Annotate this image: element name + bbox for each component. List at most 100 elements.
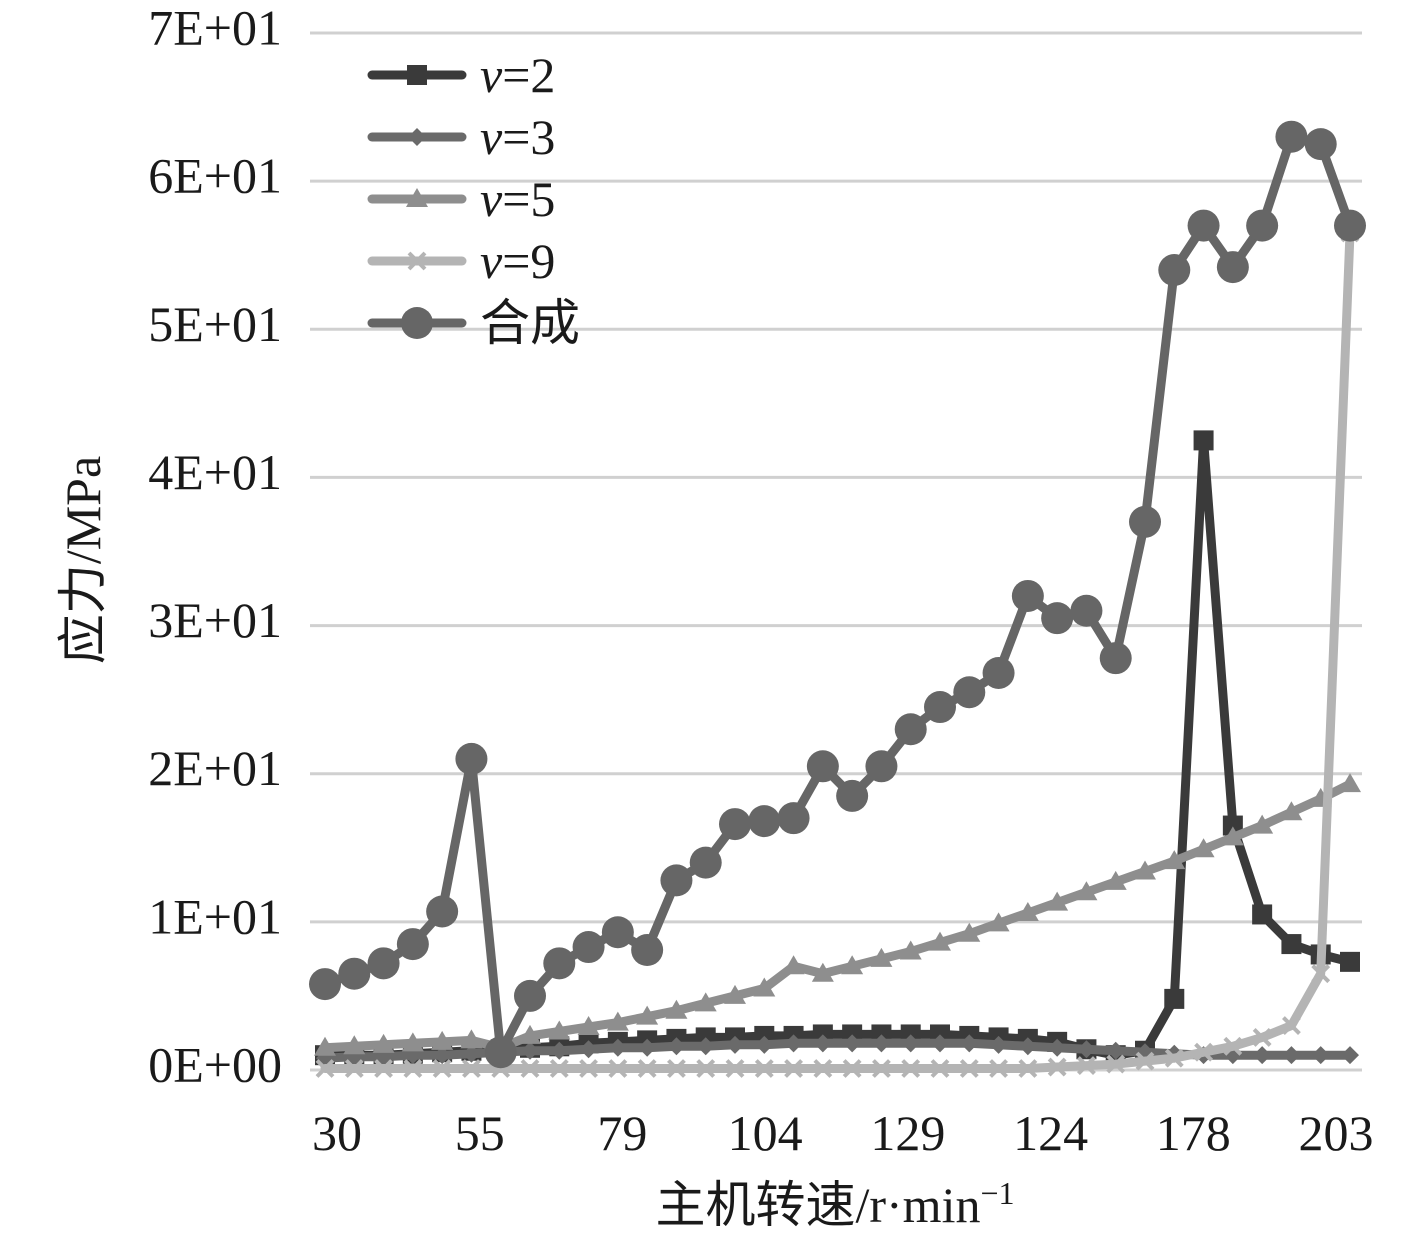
data-point-x: [754, 1059, 774, 1078]
x-axis-title: 主机转速/r·min−1: [655, 1175, 1014, 1233]
data-point-circle: [1129, 505, 1161, 538]
data-point-x: [549, 1059, 569, 1078]
y-tick-label: 2E+01: [148, 740, 282, 796]
y-tick-label: 4E+01: [148, 444, 282, 500]
legend-label: v=9: [480, 233, 555, 289]
data-point-circle: [1334, 209, 1366, 242]
data-point-diamond: [1106, 1041, 1125, 1060]
data-point-triangle: [724, 984, 746, 1004]
data-point-circle: [1011, 579, 1044, 612]
data-point-triangle: [606, 1011, 629, 1031]
x-tick-label: 79: [597, 1105, 647, 1161]
data-point-x: [344, 1059, 364, 1078]
data-point-diamond: [960, 1034, 979, 1053]
y-axis-ticks: 0E+00 1E+01 2E+01 3E+01 4E+01 5E+01 6E+01 7E+01: [148, 0, 282, 1092]
x-tick-label: 129: [870, 1105, 945, 1161]
data-point-triangle: [1046, 891, 1069, 911]
data-point-diamond: [1253, 1046, 1272, 1065]
data-point-circle: [894, 713, 927, 746]
data-point-x: [608, 1059, 628, 1078]
data-point-x: [842, 1059, 862, 1078]
data-point-circle: [689, 846, 722, 879]
y-tick-label: 0E+00: [148, 1036, 282, 1092]
data-point-triangle: [841, 955, 864, 975]
series-4: [315, 223, 1360, 1078]
legend-item: 合成: [367, 295, 580, 351]
data-point-x: [1252, 1027, 1272, 1047]
data-point-square: [1252, 904, 1273, 925]
data-point-triangle: [1075, 881, 1098, 901]
data-point-x: [901, 1059, 921, 1078]
data-point-circle: [806, 750, 839, 783]
data-point-circle: [1099, 642, 1132, 675]
data-point-circle: [660, 864, 693, 897]
x-axis-ticks: 30 55 79 104 129 124 178 203: [312, 1105, 1374, 1161]
data-point-x: [959, 1059, 979, 1078]
data-point-x: [784, 1059, 803, 1078]
data-point-circle: [367, 947, 400, 980]
data-point-circle: [1216, 251, 1249, 284]
legend-label: v=5: [480, 171, 555, 227]
data-point-triangle: [1016, 901, 1039, 921]
data-point-x: [930, 1059, 950, 1078]
data-point-x: [403, 1059, 423, 1078]
data-point-triangle: [665, 999, 688, 1019]
data-point-circle: [1246, 209, 1279, 242]
data-point-diamond: [462, 1044, 481, 1063]
data-point-triangle: [314, 1036, 336, 1056]
data-point-x: [696, 1059, 716, 1078]
data-point-circle: [1187, 209, 1220, 242]
data-point-triangle: [782, 955, 805, 975]
data-point-x: [407, 251, 427, 271]
data-point-x: [637, 1059, 657, 1078]
y-tick-label: 1E+01: [148, 888, 282, 944]
legend-item: v=9: [367, 233, 555, 289]
data-point-circle: [953, 676, 986, 709]
legend-item: v=5: [367, 171, 555, 227]
legend-label: 合成: [480, 295, 580, 351]
legend-label: v=3: [480, 109, 555, 165]
data-point-circle: [924, 691, 956, 724]
x-tick-label: 203: [1299, 1105, 1374, 1161]
data-point-x: [1018, 1059, 1038, 1078]
data-point-circle: [748, 805, 781, 838]
data-point-x: [813, 1059, 833, 1078]
data-point-circle: [455, 742, 488, 775]
data-point-x: [1047, 1057, 1067, 1077]
data-point-square: [1281, 934, 1302, 955]
data-point-circle: [777, 802, 810, 835]
data-point-triangle: [870, 947, 893, 967]
x-tick-label: 30: [312, 1105, 362, 1161]
data-point-triangle: [694, 992, 717, 1012]
data-point-circle: [396, 928, 429, 961]
data-point-triangle: [548, 1020, 571, 1040]
data-point-x: [1311, 964, 1331, 984]
data-point-square: [1164, 988, 1185, 1009]
data-point-circle: [631, 934, 664, 967]
data-point-circle: [543, 947, 576, 980]
data-point-x: [579, 1059, 598, 1078]
legend-item: v=2: [367, 47, 555, 103]
x-tick-label: 104: [728, 1105, 803, 1161]
data-point-diamond: [1048, 1038, 1067, 1057]
data-point-x: [1077, 1056, 1096, 1075]
data-point-triangle: [1104, 870, 1127, 890]
data-point-diamond: [901, 1034, 920, 1053]
data-point-x: [315, 1059, 335, 1078]
y-tick-label: 5E+01: [148, 296, 282, 352]
data-point-x: [462, 1059, 481, 1078]
data-point-triangle: [811, 962, 834, 982]
data-point-triangle: [958, 922, 981, 942]
data-point-triangle: [372, 1033, 395, 1053]
data-point-circle: [426, 895, 459, 928]
data-point-triangle: [1339, 773, 1361, 793]
data-point-triangle: [636, 1005, 659, 1025]
data-point-diamond: [608, 1038, 627, 1057]
data-point-diamond: [433, 1046, 452, 1065]
data-point-triangle: [401, 1032, 424, 1052]
data-point-circle: [484, 1036, 517, 1069]
data-point-triangle: [431, 1030, 454, 1050]
x-tick-label: 178: [1156, 1105, 1231, 1161]
data-point-diamond: [813, 1034, 832, 1053]
